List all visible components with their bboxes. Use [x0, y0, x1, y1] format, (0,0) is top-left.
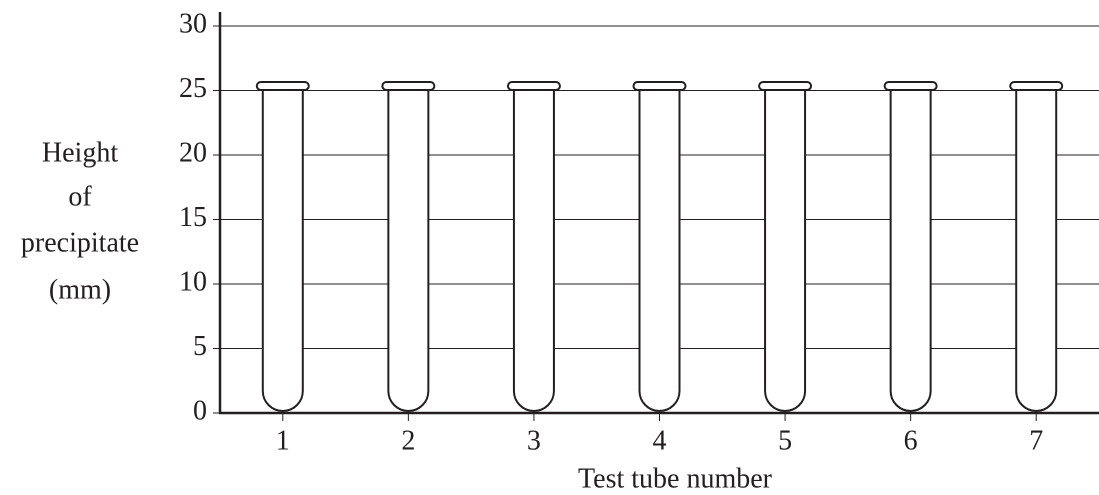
test-tube-rim: [257, 82, 309, 90]
x-tick-label: 2: [401, 425, 415, 456]
test-tube-rim: [382, 82, 434, 90]
test-tube-rim: [634, 82, 686, 90]
x-tick-label: 5: [778, 425, 792, 456]
test-tube: [640, 89, 680, 411]
y-axis-label: of: [68, 181, 92, 212]
chart: Height of precipitate (mm) Test tube num…: [0, 0, 1099, 495]
test-tube-rim: [885, 82, 937, 90]
y-tick-label: 5: [193, 331, 207, 362]
x-tick-label: 3: [527, 425, 541, 456]
test-tube: [765, 89, 805, 411]
test-tube: [891, 89, 931, 411]
x-tick-label: 4: [653, 425, 667, 456]
test-tube-rim: [759, 82, 811, 90]
x-tick-label: 7: [1029, 425, 1043, 456]
y-axis-label: precipitate: [21, 227, 139, 258]
test-tube: [1016, 89, 1056, 411]
x-axis-label: Test tube number: [578, 463, 773, 494]
test-tube: [263, 89, 303, 411]
x-tick-label: 6: [904, 425, 918, 456]
y-tick-label: 10: [179, 266, 207, 297]
test-tube: [388, 89, 428, 411]
y-tick-label: 0: [193, 395, 207, 426]
test-tube-rim: [1010, 82, 1062, 90]
test-tube: [514, 89, 554, 411]
y-tick-label: 25: [179, 73, 207, 104]
test-tube-rim: [508, 82, 560, 90]
y-axis-label: (mm): [49, 274, 111, 305]
y-tick-label: 30: [179, 8, 207, 39]
y-tick-label: 20: [179, 137, 207, 168]
x-tick-label: 1: [276, 425, 290, 456]
y-axis-label: Height: [42, 137, 118, 168]
y-tick-label: 15: [179, 202, 207, 233]
